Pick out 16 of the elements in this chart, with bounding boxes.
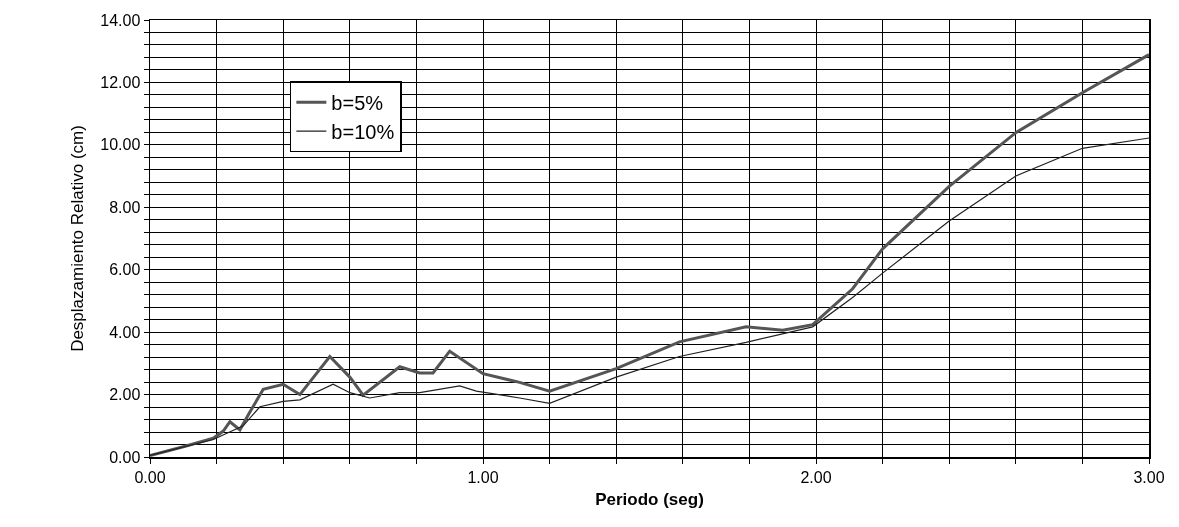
legend-label: b=5% [331, 91, 384, 114]
x-tick-label: 3.00 [1133, 468, 1165, 486]
y-tick-label: 12.00 [100, 74, 141, 92]
y-tick-label: 4.00 [109, 323, 141, 341]
x-tick-label: 1.00 [467, 468, 499, 486]
x-axis-title: Periodo (seg) [595, 489, 704, 509]
y-tick-label: 2.00 [109, 386, 141, 404]
y-axis-title: Desplazamiento Relativo (cm) [68, 125, 88, 352]
x-tick-label: 2.00 [800, 468, 832, 486]
y-tick-label: 10.00 [100, 136, 141, 154]
legend-label: b=10% [331, 120, 395, 143]
x-tick-label: 0.00 [134, 468, 166, 486]
y-tick-label: 0.00 [109, 448, 141, 466]
y-tick-label: 14.00 [100, 11, 141, 29]
y-tick-label: 6.00 [109, 261, 141, 279]
y-tick-label: 8.00 [109, 198, 141, 216]
